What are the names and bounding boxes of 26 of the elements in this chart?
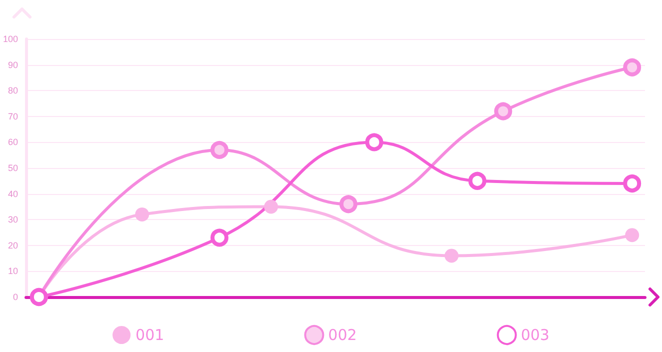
y-tick-label: 60 (8, 137, 18, 148)
legend-label: 001 (136, 326, 164, 344)
y-tick-label: 0 (13, 292, 18, 302)
point (468, 172, 486, 190)
point (135, 207, 150, 222)
y-tick-label: 40 (8, 188, 18, 199)
point (210, 140, 228, 159)
y-tick-label: 20 (8, 240, 18, 250)
point (365, 133, 384, 152)
point (623, 58, 642, 76)
y-tick-label: 70 (8, 111, 18, 122)
point (625, 228, 640, 242)
point (339, 195, 358, 214)
legend-label: 002 (328, 326, 357, 344)
y-tick-label: 50 (8, 163, 18, 173)
y-tick-label: 90 (8, 60, 18, 70)
point (444, 248, 459, 263)
y-tick-label: 30 (8, 214, 18, 225)
legend-label: 003 (520, 326, 550, 344)
y-tick-label: 100 (2, 34, 18, 44)
y-tick-label: 10 (8, 266, 18, 276)
y-tick-label: 80 (8, 86, 18, 96)
point (494, 102, 512, 120)
point (210, 228, 228, 247)
point (623, 174, 642, 192)
point (264, 200, 278, 214)
